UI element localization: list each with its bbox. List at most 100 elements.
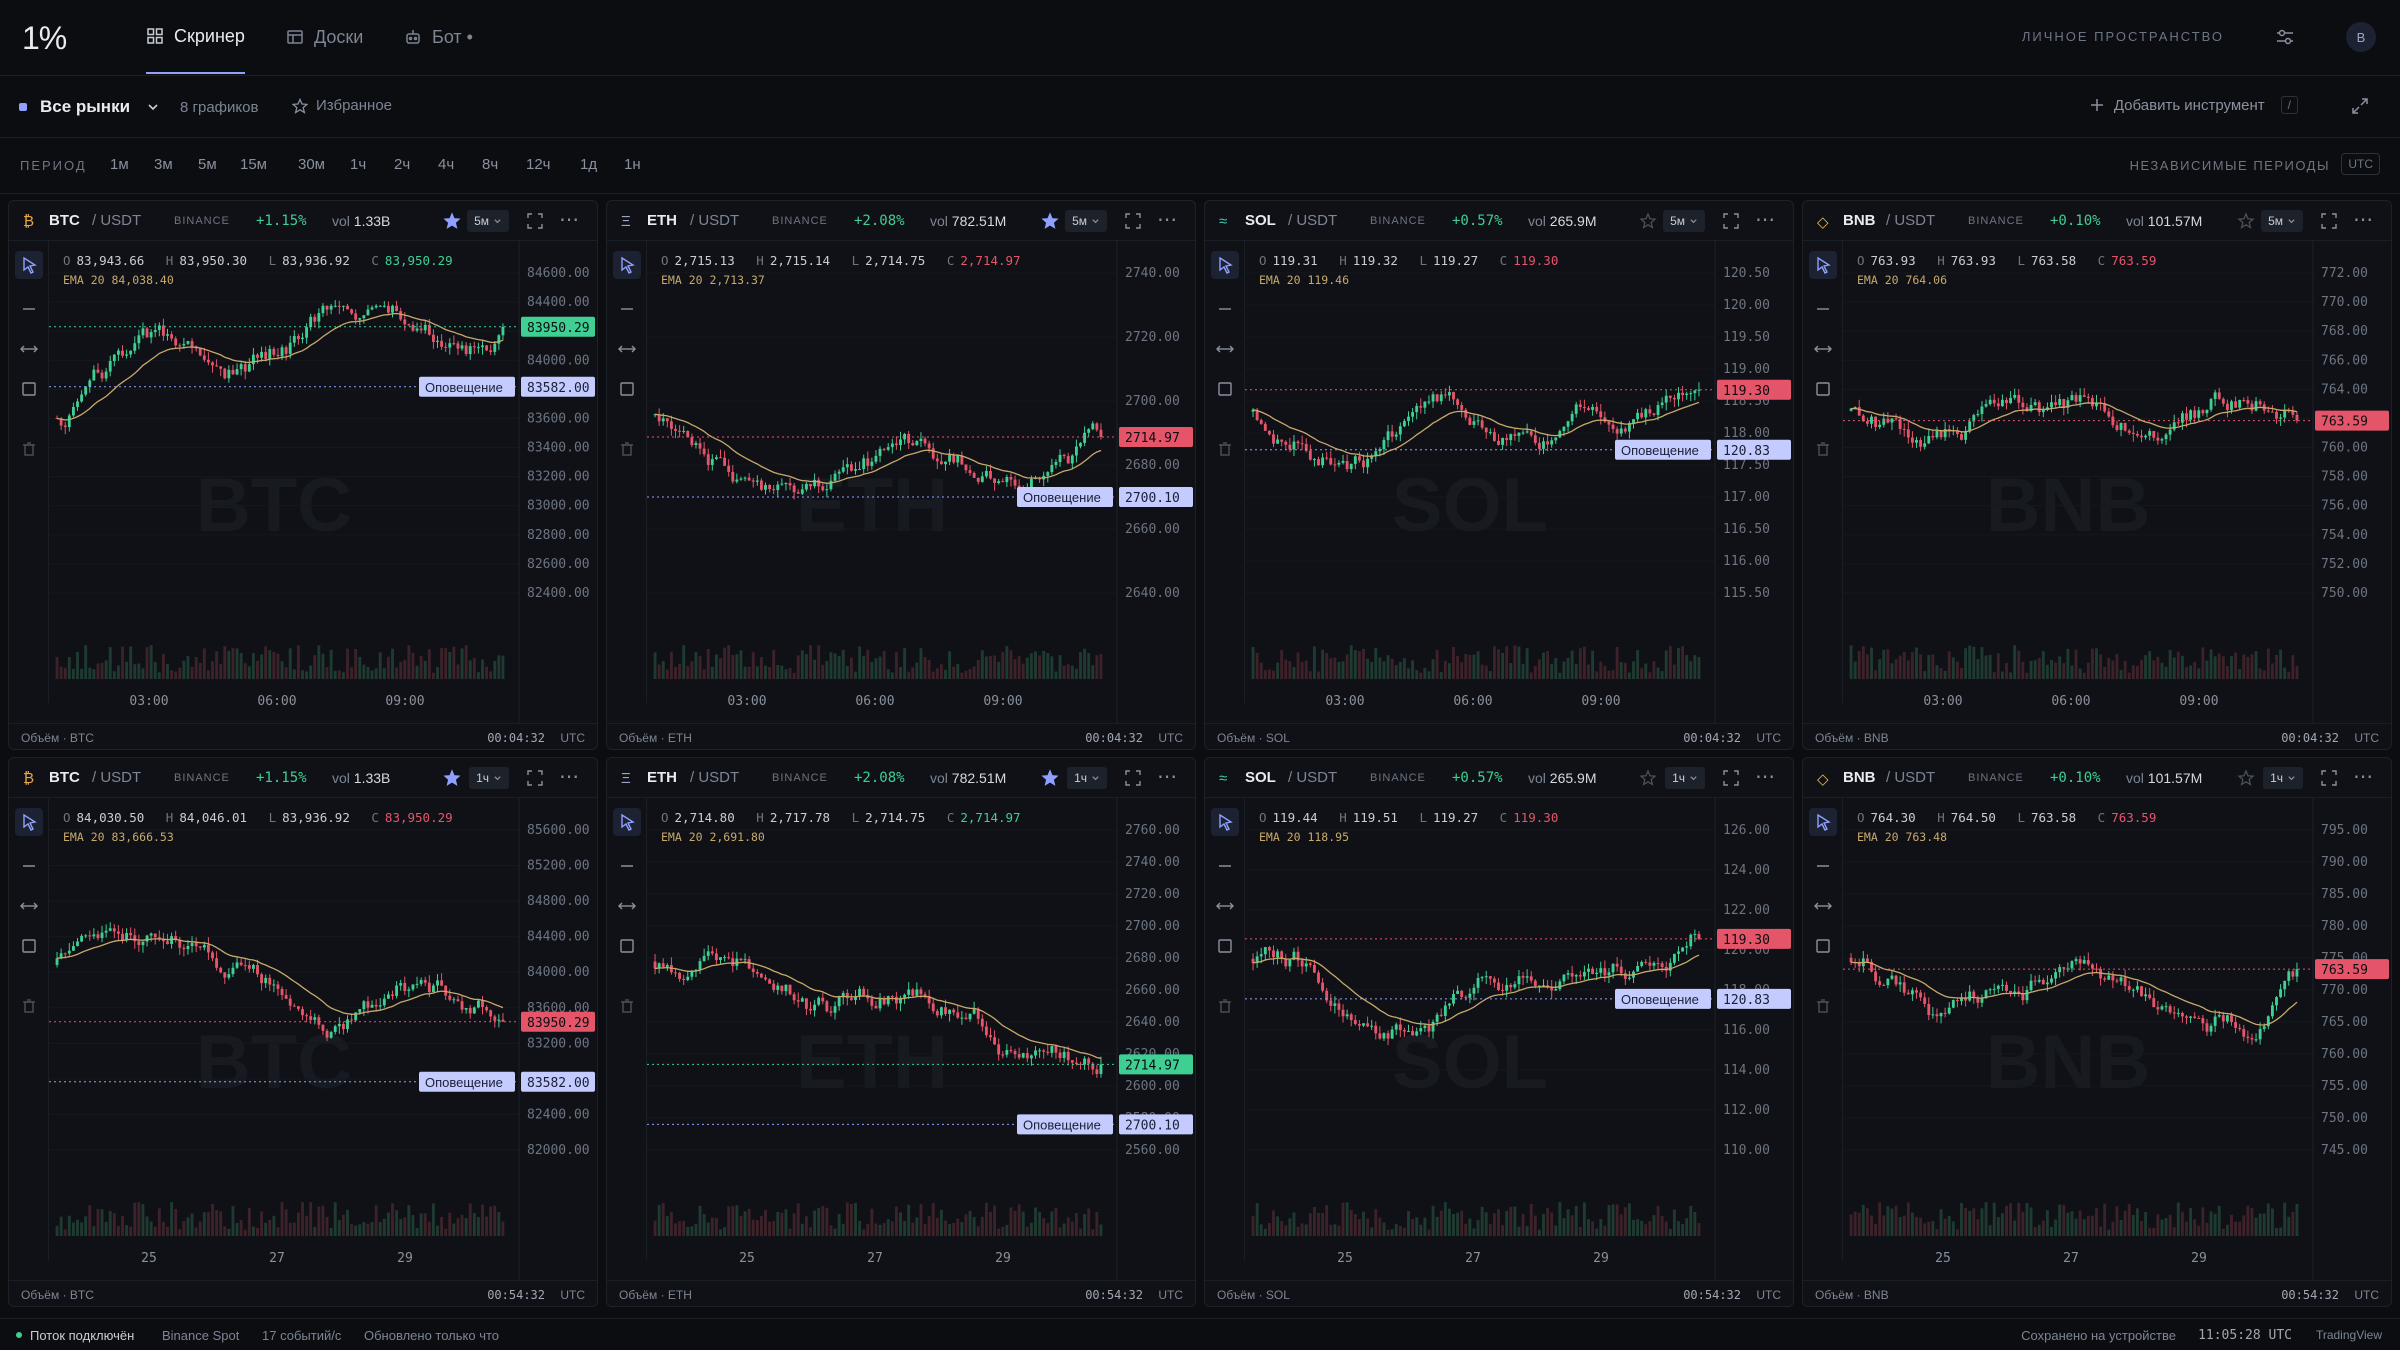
- trash-icon[interactable]: [1813, 439, 1833, 459]
- chart-panel-eth-bottom[interactable]: Ξ ETH / USDT BINANCE +2.08% vol 782.51M …: [606, 757, 1196, 1307]
- star-icon[interactable]: [2237, 769, 2255, 787]
- measure-icon[interactable]: [617, 339, 637, 359]
- chart-panel-bnb-top[interactable]: ◇ BNB / USDT BINANCE +0.10% vol 101.57M …: [1802, 200, 2392, 750]
- symbol[interactable]: BTC: [49, 212, 80, 229]
- cursor-icon[interactable]: [1211, 808, 1239, 836]
- add-instrument-button[interactable]: Добавить инструмент /: [2090, 96, 2298, 114]
- chart-panel-eth-top[interactable]: Ξ ETH / USDT BINANCE +2.08% vol 782.51M …: [606, 200, 1196, 750]
- fullscreen-icon[interactable]: [2321, 213, 2337, 229]
- app-logo[interactable]: 1%: [22, 20, 67, 56]
- measure-icon[interactable]: [617, 896, 637, 916]
- period-option[interactable]: 30м: [298, 156, 325, 173]
- favorites-button[interactable]: Избранное: [292, 97, 392, 114]
- rectangle-icon[interactable]: [1813, 379, 1833, 399]
- period-option[interactable]: 4ч: [438, 156, 455, 173]
- symbol[interactable]: SOL: [1245, 212, 1276, 229]
- sliders-icon[interactable]: [2274, 26, 2296, 48]
- more-options-icon[interactable]: ⋯: [1157, 209, 1177, 231]
- rectangle-icon[interactable]: [1813, 936, 1833, 956]
- chart-timezone[interactable]: UTC: [2354, 1288, 2379, 1302]
- trash-icon[interactable]: [19, 439, 39, 459]
- trendline-icon[interactable]: [1813, 299, 1833, 319]
- avatar[interactable]: B: [2346, 22, 2376, 52]
- fullscreen-icon[interactable]: [527, 770, 543, 786]
- tab-bot[interactable]: Бот •: [404, 0, 473, 74]
- trendline-icon[interactable]: [1813, 856, 1833, 876]
- candlestick-chart[interactable]: ETH2760.002740.002720.002700.002680.0026…: [647, 798, 1196, 1280]
- trash-icon[interactable]: [617, 439, 637, 459]
- chart-timezone[interactable]: UTC: [1756, 731, 1781, 745]
- chart-panel-sol-top[interactable]: ≈ SOL / USDT BINANCE +0.57% vol 265.9M 5…: [1204, 200, 1794, 750]
- cursor-icon[interactable]: [613, 808, 641, 836]
- candlestick-chart[interactable]: SOL120.50120.00119.50119.00118.50118.001…: [1245, 241, 1794, 723]
- fullscreen-icon[interactable]: [2321, 770, 2337, 786]
- chart-timezone[interactable]: UTC: [560, 731, 585, 745]
- chart-panel-sol-bottom[interactable]: ≈ SOL / USDT BINANCE +0.57% vol 265.9M 1…: [1204, 757, 1794, 1307]
- chevron-down-icon[interactable]: [146, 100, 160, 114]
- more-options-icon[interactable]: ⋯: [2353, 766, 2373, 788]
- cursor-icon[interactable]: [15, 251, 43, 279]
- symbol[interactable]: SOL: [1245, 769, 1276, 786]
- fullscreen-icon[interactable]: [1723, 770, 1739, 786]
- fullscreen-icon[interactable]: [527, 213, 543, 229]
- cursor-icon[interactable]: [15, 808, 43, 836]
- tab-screener[interactable]: Скринер: [146, 0, 245, 74]
- symbol[interactable]: ETH: [647, 212, 677, 229]
- fullscreen-icon[interactable]: [1125, 213, 1141, 229]
- trash-icon[interactable]: [1215, 439, 1235, 459]
- chart-timezone[interactable]: UTC: [1158, 731, 1183, 745]
- star-icon[interactable]: [2237, 212, 2255, 230]
- more-options-icon[interactable]: ⋯: [559, 209, 579, 231]
- candlestick-chart[interactable]: BTC85600.0085200.0084800.0084400.0084000…: [49, 798, 598, 1280]
- rectangle-icon[interactable]: [1215, 936, 1235, 956]
- rectangle-icon[interactable]: [1215, 379, 1235, 399]
- period-option[interactable]: 1м: [110, 156, 129, 173]
- star-icon[interactable]: [1639, 212, 1657, 230]
- chart-timezone[interactable]: UTC: [560, 1288, 585, 1302]
- trendline-icon[interactable]: [1215, 299, 1235, 319]
- symbol[interactable]: BNB: [1843, 769, 1876, 786]
- more-options-icon[interactable]: ⋯: [2353, 209, 2373, 231]
- timeframe-dropdown[interactable]: 5м: [2261, 210, 2303, 232]
- chart-panel-btc-bottom[interactable]: ₿ BTC / USDT BINANCE +1.15% vol 1.33B 1ч…: [8, 757, 598, 1307]
- independent-periods-toggle[interactable]: НЕЗАВИСИМЫЕ ПЕРИОДЫ: [2129, 158, 2330, 173]
- symbol[interactable]: ETH: [647, 769, 677, 786]
- trendline-icon[interactable]: [617, 299, 637, 319]
- more-options-icon[interactable]: ⋯: [559, 766, 579, 788]
- candlestick-chart[interactable]: BNB795.00790.00785.00780.00775.00770.007…: [1843, 798, 2392, 1280]
- candlestick-chart[interactable]: BTC84600.0084400.0084200.0084000.0083800…: [49, 241, 598, 723]
- period-option[interactable]: 8ч: [482, 156, 499, 173]
- candlestick-chart[interactable]: ETH2740.002720.002700.002680.002660.0026…: [647, 241, 1196, 723]
- rectangle-icon[interactable]: [19, 936, 39, 956]
- trendline-icon[interactable]: [19, 299, 39, 319]
- timeframe-dropdown[interactable]: 1ч: [1665, 767, 1705, 789]
- cursor-icon[interactable]: [1211, 251, 1239, 279]
- timeframe-dropdown[interactable]: 1ч: [2263, 767, 2303, 789]
- timeframe-dropdown[interactable]: 5м: [467, 210, 509, 232]
- measure-icon[interactable]: [19, 896, 39, 916]
- period-option[interactable]: 2ч: [394, 156, 411, 173]
- period-option[interactable]: 1н: [624, 156, 641, 173]
- rectangle-icon[interactable]: [19, 379, 39, 399]
- more-options-icon[interactable]: ⋯: [1157, 766, 1177, 788]
- measure-icon[interactable]: [1813, 896, 1833, 916]
- timeframe-dropdown[interactable]: 1ч: [469, 767, 509, 789]
- rectangle-icon[interactable]: [617, 379, 637, 399]
- period-option[interactable]: 12ч: [526, 156, 551, 173]
- fullscreen-icon[interactable]: [1125, 770, 1141, 786]
- cursor-icon[interactable]: [613, 251, 641, 279]
- candlestick-chart[interactable]: SOL126.00124.00122.00120.00118.00116.001…: [1245, 798, 1794, 1280]
- alert-label[interactable]: Оповещение: [425, 1075, 503, 1090]
- trash-icon[interactable]: [1215, 996, 1235, 1016]
- chart-timezone[interactable]: UTC: [1756, 1288, 1781, 1302]
- period-option[interactable]: 3м: [154, 156, 173, 173]
- chart-timezone[interactable]: UTC: [1158, 1288, 1183, 1302]
- trendline-icon[interactable]: [617, 856, 637, 876]
- trendline-icon[interactable]: [1215, 856, 1235, 876]
- chart-panel-btc-top[interactable]: ₿ BTC / USDT BINANCE +1.15% vol 1.33B 5м…: [8, 200, 598, 750]
- alert-label[interactable]: Оповещение: [425, 380, 503, 395]
- more-options-icon[interactable]: ⋯: [1755, 766, 1775, 788]
- tab-boards[interactable]: Доски: [286, 0, 363, 74]
- measure-icon[interactable]: [19, 339, 39, 359]
- expand-icon[interactable]: [2350, 96, 2370, 116]
